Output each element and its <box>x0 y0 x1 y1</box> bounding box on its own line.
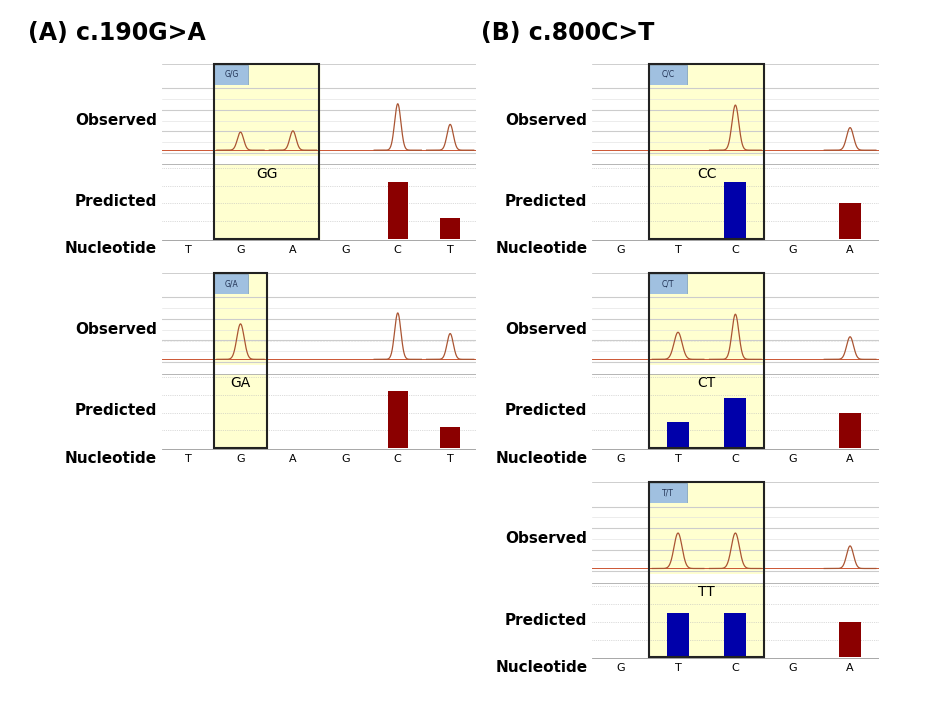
Bar <box>667 613 689 657</box>
FancyBboxPatch shape <box>649 484 686 503</box>
Text: Nucleotide: Nucleotide <box>65 450 157 466</box>
Text: C/C: C/C <box>661 70 675 79</box>
Bar <box>215 273 266 294</box>
Bar <box>215 64 319 85</box>
Text: G: G <box>341 454 350 464</box>
Bar <box>440 218 460 239</box>
Text: T: T <box>185 245 191 255</box>
Text: G: G <box>788 663 797 673</box>
Text: Nucleotide: Nucleotide <box>495 241 587 257</box>
Text: G/A: G/A <box>225 279 239 288</box>
Text: A: A <box>846 245 854 255</box>
Bar <box>215 164 319 239</box>
Bar <box>839 203 861 239</box>
Text: G: G <box>616 245 625 255</box>
Text: CT: CT <box>697 376 716 390</box>
Bar <box>839 622 861 657</box>
Text: G: G <box>341 245 350 255</box>
Bar <box>724 613 746 657</box>
Text: Predicted: Predicted <box>75 194 157 209</box>
FancyBboxPatch shape <box>649 65 686 85</box>
Text: A: A <box>290 245 297 255</box>
FancyBboxPatch shape <box>215 65 248 85</box>
Text: C: C <box>394 454 401 464</box>
Bar <box>839 413 861 448</box>
Text: G: G <box>236 454 245 464</box>
Text: T: T <box>674 454 682 464</box>
Text: C/T: C/T <box>662 279 674 288</box>
Text: A: A <box>846 663 854 673</box>
Text: A: A <box>290 454 297 464</box>
Text: G: G <box>236 245 245 255</box>
Bar <box>215 85 319 156</box>
Text: T: T <box>447 454 453 464</box>
Text: Predicted: Predicted <box>75 403 157 418</box>
Text: Observed: Observed <box>505 322 587 337</box>
Text: T: T <box>674 663 682 673</box>
Text: C: C <box>394 245 401 255</box>
Text: G: G <box>616 454 625 464</box>
Bar <box>440 427 460 448</box>
Text: TT: TT <box>698 586 715 599</box>
Bar <box>649 374 764 448</box>
Bar <box>667 422 689 448</box>
Text: G: G <box>788 245 797 255</box>
Text: G/G: G/G <box>225 70 239 79</box>
Text: (B) c.800C>T: (B) c.800C>T <box>481 21 654 45</box>
Text: C: C <box>732 454 739 464</box>
Text: G: G <box>788 454 797 464</box>
Bar <box>649 583 764 657</box>
Bar <box>724 398 746 448</box>
Bar <box>649 294 764 365</box>
Bar <box>649 85 764 156</box>
Text: A: A <box>846 454 854 464</box>
Bar <box>649 482 764 503</box>
Bar <box>649 503 764 574</box>
Text: T/T: T/T <box>662 489 674 497</box>
Text: Observed: Observed <box>75 113 157 128</box>
Text: CC: CC <box>697 167 717 181</box>
Text: Predicted: Predicted <box>505 613 587 627</box>
Bar <box>649 273 764 294</box>
Text: T: T <box>185 454 191 464</box>
Text: T: T <box>674 245 682 255</box>
Bar <box>388 182 408 239</box>
Text: T: T <box>447 245 453 255</box>
Bar <box>388 391 408 448</box>
FancyBboxPatch shape <box>215 274 248 294</box>
Text: GA: GA <box>230 376 251 390</box>
Text: (A) c.190G>A: (A) c.190G>A <box>28 21 205 45</box>
Text: C: C <box>732 245 739 255</box>
Bar <box>215 294 266 365</box>
Text: Observed: Observed <box>505 531 587 547</box>
Bar <box>724 182 746 239</box>
Text: G: G <box>616 663 625 673</box>
Bar <box>649 64 764 85</box>
Text: Observed: Observed <box>505 113 587 128</box>
Text: Predicted: Predicted <box>505 194 587 209</box>
Text: GG: GG <box>256 167 278 181</box>
Text: Nucleotide: Nucleotide <box>495 450 587 466</box>
Text: Nucleotide: Nucleotide <box>495 659 587 675</box>
Text: Nucleotide: Nucleotide <box>65 241 157 257</box>
Text: C: C <box>732 663 739 673</box>
Bar <box>649 164 764 239</box>
Bar <box>215 374 266 448</box>
Text: Observed: Observed <box>75 322 157 337</box>
FancyBboxPatch shape <box>649 274 686 294</box>
Text: Predicted: Predicted <box>505 403 587 418</box>
